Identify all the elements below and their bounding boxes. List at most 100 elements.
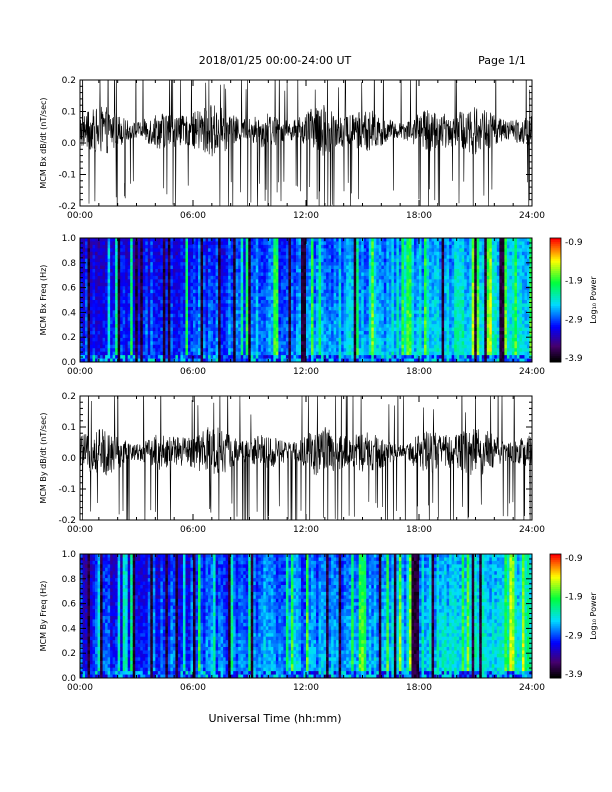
spectrogram-cell bbox=[318, 334, 322, 339]
spectrogram-cell bbox=[187, 313, 191, 318]
spectrogram-cell bbox=[195, 300, 199, 304]
spectrogram-cell bbox=[376, 241, 380, 246]
spectrogram-cell bbox=[321, 341, 324, 346]
spectrogram-cell bbox=[180, 351, 184, 356]
spectrogram-cell bbox=[248, 341, 252, 346]
spectrogram-cell bbox=[102, 251, 106, 256]
spectrogram-cell bbox=[326, 303, 329, 308]
spectrogram-cell bbox=[150, 327, 154, 332]
spectrogram-cell bbox=[308, 279, 312, 284]
spectrogram-cell bbox=[295, 251, 299, 256]
spectrogram-cell bbox=[408, 293, 412, 297]
spectrogram-cell bbox=[295, 244, 299, 249]
spectrogram-cell bbox=[283, 272, 287, 277]
spectrogram-cell bbox=[167, 334, 171, 339]
spectrogram-cell bbox=[193, 275, 196, 280]
spectrogram-cell bbox=[162, 306, 166, 311]
spectrogram-cell bbox=[140, 341, 144, 346]
spectrogram-cell bbox=[333, 355, 337, 359]
spectrogram-cell bbox=[288, 303, 292, 308]
spectrogram-cell bbox=[145, 334, 149, 339]
spectrogram-cell bbox=[245, 310, 249, 315]
spectrogram-cell bbox=[383, 265, 387, 270]
spectrogram-cell bbox=[268, 296, 272, 301]
spectrogram-cell bbox=[333, 272, 337, 277]
spectrogram-cell bbox=[147, 241, 151, 246]
spectrogram-cell bbox=[165, 272, 169, 277]
spectrogram-cell bbox=[313, 282, 317, 287]
spectrogram-cell bbox=[203, 275, 206, 280]
spectrogram-cell bbox=[386, 255, 390, 260]
spectrogram-cell bbox=[228, 317, 232, 322]
spectrogram-cell bbox=[130, 341, 134, 346]
spectrogram-cell bbox=[413, 255, 417, 260]
spectrogram-cell bbox=[388, 251, 392, 256]
spectrogram-cell bbox=[356, 341, 360, 346]
spectrogram-cell bbox=[187, 344, 191, 349]
spectrogram-cell bbox=[255, 327, 259, 332]
spectrogram-cell bbox=[182, 258, 186, 263]
spectrogram-cell bbox=[105, 320, 109, 325]
spectrogram-cell bbox=[92, 275, 96, 280]
spectrogram-cell bbox=[122, 317, 126, 322]
spectrogram-cell bbox=[273, 258, 277, 263]
spectrogram-cell bbox=[167, 258, 171, 263]
spectrogram-cell bbox=[223, 358, 227, 362]
spectrogram-cell bbox=[215, 244, 219, 249]
spectrogram-cell bbox=[142, 351, 146, 356]
spectrogram-cell bbox=[215, 351, 219, 356]
spectrogram-cell bbox=[172, 306, 176, 311]
spectrogram-cell bbox=[107, 348, 111, 353]
spectrogram-cell bbox=[243, 320, 247, 325]
spectrogram-cell bbox=[200, 324, 204, 328]
spectrogram-cell bbox=[167, 358, 171, 362]
spectrogram-cell bbox=[331, 334, 335, 339]
spectrogram-cell bbox=[132, 241, 136, 246]
spectrogram-cell bbox=[356, 355, 360, 359]
spectrogram-cell bbox=[368, 293, 372, 297]
spectrogram-cell bbox=[200, 286, 204, 291]
spectrogram-cell bbox=[311, 262, 314, 266]
spectrogram-cell bbox=[243, 300, 247, 304]
spectrogram-cell bbox=[401, 303, 405, 308]
spectrogram-cell bbox=[240, 265, 244, 270]
spectrogram-cell bbox=[351, 289, 355, 294]
spectrogram-cell bbox=[107, 258, 111, 263]
spectrogram-cell bbox=[363, 358, 367, 362]
spectrogram-cell bbox=[215, 303, 219, 308]
spectrogram-cell bbox=[170, 262, 174, 266]
spectrogram-cell bbox=[110, 241, 114, 246]
spectrogram-cell bbox=[198, 327, 201, 332]
spectrogram-cell bbox=[321, 337, 324, 342]
spectrogram-cell bbox=[112, 358, 116, 362]
spectrogram-cell bbox=[323, 258, 327, 263]
spectrogram-cell bbox=[323, 337, 327, 342]
spectrogram-cell bbox=[233, 300, 237, 304]
spectrogram-cell bbox=[413, 238, 417, 242]
spectrogram-cell bbox=[258, 313, 262, 318]
spectrogram-cell bbox=[187, 337, 191, 342]
spectrogram-cell bbox=[243, 337, 247, 342]
spectrogram-cell bbox=[117, 351, 121, 356]
spectrogram-cell bbox=[225, 251, 229, 256]
spectrogram-cell bbox=[190, 337, 194, 342]
spectrogram-cell bbox=[115, 310, 119, 315]
spectrogram-cell bbox=[356, 282, 360, 287]
spectrogram-cell bbox=[413, 358, 417, 362]
spectrogram-cell bbox=[361, 341, 365, 346]
spectrogram-cell bbox=[170, 355, 174, 359]
spectrogram-cell bbox=[403, 334, 407, 339]
spectrogram-cell bbox=[145, 300, 149, 304]
spectrogram-cell bbox=[398, 310, 402, 315]
spectrogram-cell bbox=[95, 324, 98, 328]
spectrogram-cell bbox=[92, 313, 96, 318]
spectrogram-cell bbox=[182, 303, 186, 308]
spectrogram-cell bbox=[388, 344, 392, 349]
spectrogram-cell bbox=[275, 331, 279, 335]
spectrogram-cell bbox=[311, 355, 314, 359]
spectrogram-cell bbox=[398, 289, 402, 294]
spectrogram-cell bbox=[260, 258, 264, 263]
spectrogram-cell bbox=[125, 341, 129, 346]
spectrogram-cell bbox=[105, 282, 109, 287]
spectrogram-cell bbox=[82, 265, 86, 270]
